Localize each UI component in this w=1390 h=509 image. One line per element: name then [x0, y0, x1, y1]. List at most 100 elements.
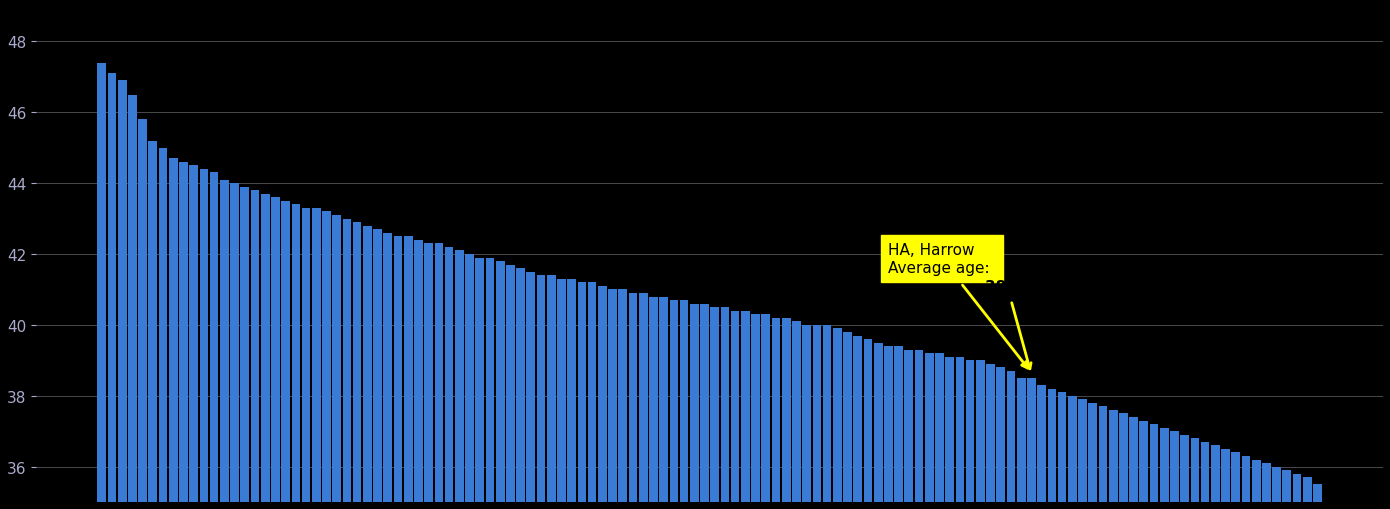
Bar	[976, 360, 984, 509]
Bar	[578, 283, 587, 509]
Bar	[527, 272, 535, 509]
Bar	[138, 120, 147, 509]
Bar	[1140, 421, 1148, 509]
Bar	[1180, 435, 1188, 509]
Bar	[1150, 425, 1158, 509]
Bar	[1302, 477, 1312, 509]
Bar	[894, 347, 904, 509]
Bar	[720, 307, 730, 509]
Bar	[783, 318, 791, 509]
Bar	[1232, 453, 1240, 509]
Bar	[384, 233, 392, 509]
Bar	[1211, 445, 1219, 509]
Bar	[271, 198, 279, 509]
Bar	[915, 350, 923, 509]
Bar	[1088, 403, 1097, 509]
Bar	[1283, 470, 1291, 509]
Bar	[281, 202, 291, 509]
Bar	[609, 290, 617, 509]
Bar	[445, 247, 453, 509]
Bar	[1252, 460, 1261, 509]
Bar	[853, 336, 862, 509]
Bar	[393, 237, 402, 509]
Bar	[955, 357, 965, 509]
Bar	[1068, 396, 1077, 509]
Bar	[588, 283, 596, 509]
Bar	[639, 293, 648, 509]
Bar	[1109, 410, 1118, 509]
Bar	[189, 166, 197, 509]
Bar	[250, 191, 260, 509]
Bar	[1293, 474, 1301, 509]
Bar	[1006, 371, 1015, 509]
Bar	[332, 216, 341, 509]
Bar	[455, 251, 464, 509]
Bar	[823, 325, 831, 509]
Bar	[107, 74, 117, 509]
Bar	[670, 300, 678, 509]
Bar	[404, 237, 413, 509]
Bar	[1201, 442, 1209, 509]
Bar	[741, 311, 749, 509]
Bar	[546, 276, 556, 509]
Bar	[701, 304, 709, 509]
Bar	[792, 322, 801, 509]
Bar	[1129, 417, 1138, 509]
Bar	[1191, 438, 1200, 509]
Bar	[231, 184, 239, 509]
Bar	[1098, 407, 1108, 509]
Bar	[1017, 378, 1026, 509]
Bar	[649, 297, 657, 509]
Bar	[557, 279, 566, 509]
Bar	[1058, 392, 1066, 509]
Bar	[485, 258, 495, 509]
Bar	[689, 304, 699, 509]
Bar	[1241, 456, 1251, 509]
Bar	[1119, 414, 1127, 509]
Bar	[353, 222, 361, 509]
Bar	[844, 332, 852, 509]
Bar	[342, 219, 352, 509]
Bar	[97, 64, 106, 509]
Bar	[1027, 378, 1036, 509]
Bar	[210, 173, 218, 509]
Bar	[1314, 485, 1322, 509]
Bar	[659, 297, 669, 509]
Bar	[567, 279, 575, 509]
Bar	[170, 159, 178, 509]
Bar	[1272, 467, 1282, 509]
Bar	[924, 354, 934, 509]
Bar	[710, 307, 719, 509]
Bar	[240, 187, 249, 509]
Bar	[874, 343, 883, 509]
Bar	[945, 357, 954, 509]
Bar	[322, 212, 331, 509]
Bar	[506, 265, 514, 509]
Bar	[751, 315, 760, 509]
Bar	[619, 290, 627, 509]
Bar	[1048, 389, 1056, 509]
Bar	[884, 347, 892, 509]
Bar	[731, 311, 739, 509]
Bar	[1262, 463, 1270, 509]
Bar	[628, 293, 638, 509]
Text: 38.5: 38.5	[986, 279, 1023, 295]
Bar	[863, 340, 873, 509]
Bar	[598, 287, 606, 509]
Bar	[762, 315, 770, 509]
Bar	[435, 244, 443, 509]
Bar	[771, 318, 780, 509]
Bar	[261, 194, 270, 509]
Bar	[537, 276, 545, 509]
Text: HA, Harrow
Average age:: HA, Harrow Average age:	[888, 243, 1027, 369]
Bar	[496, 262, 505, 509]
Bar	[128, 95, 136, 509]
Bar	[118, 81, 126, 509]
Bar	[1170, 431, 1179, 509]
Bar	[997, 367, 1005, 509]
Bar	[833, 329, 842, 509]
Bar	[149, 142, 157, 509]
Bar	[311, 209, 321, 509]
Bar	[424, 244, 434, 509]
Bar	[1159, 428, 1169, 509]
